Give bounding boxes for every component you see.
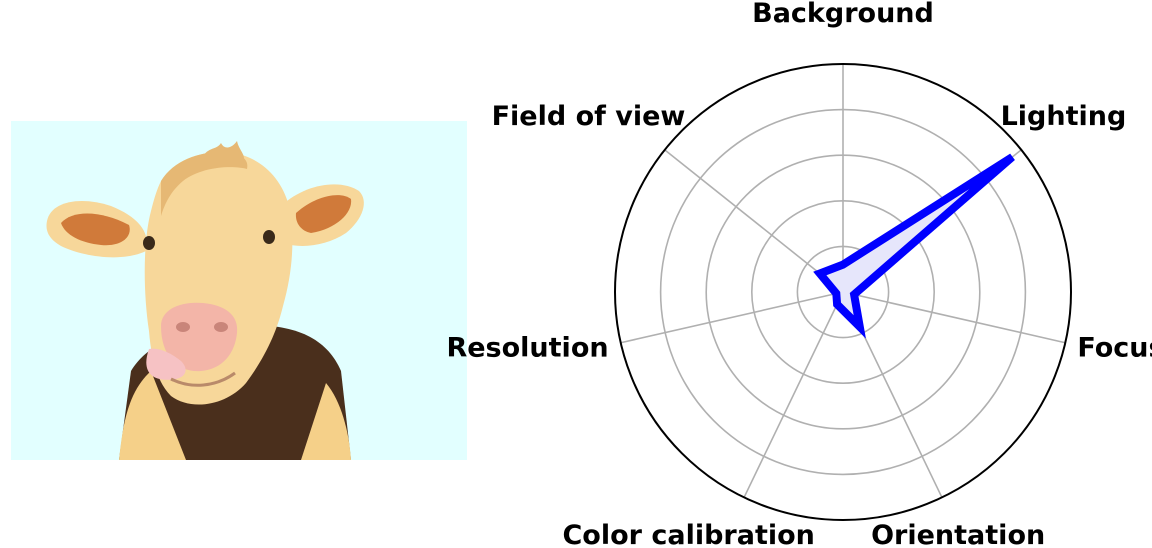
axis-label: Focus <box>1077 333 1152 364</box>
radar-grid <box>614 63 1072 521</box>
cow-eye-right <box>263 230 275 244</box>
axis-label: Lighting <box>1001 101 1127 132</box>
cow-nostril-right <box>214 322 228 332</box>
cow-tuft <box>201 141 245 163</box>
radar-spoke <box>620 291 844 344</box>
radar-spoke <box>664 149 844 293</box>
axis-label: Background <box>752 0 934 29</box>
radar-axis-labels: Background Lighting Focus Orientation Co… <box>446 0 1152 548</box>
axis-label: Color calibration <box>562 520 814 548</box>
cow-ear-right-inner <box>295 195 352 233</box>
radar-outer-ring <box>614 63 1072 521</box>
cow-muzzle <box>161 302 238 372</box>
cow-photo <box>11 121 467 460</box>
cow-neck <box>119 371 186 460</box>
cow-eye-left <box>143 236 155 250</box>
cow-head-shade <box>161 151 248 216</box>
cow-tongue <box>146 348 186 380</box>
axis-label: Field of view <box>492 101 686 132</box>
radar-spoke <box>743 291 844 498</box>
cow-ear-left-inner <box>61 213 130 246</box>
cow-mouth <box>170 371 236 387</box>
axis-label: Resolution <box>446 333 608 364</box>
axis-label: Orientation <box>871 520 1045 548</box>
radar-series-polygon <box>813 153 1015 339</box>
cow-neck-right <box>301 383 351 460</box>
radar-spoke <box>842 291 1066 344</box>
cow-nostril-left <box>176 322 190 332</box>
